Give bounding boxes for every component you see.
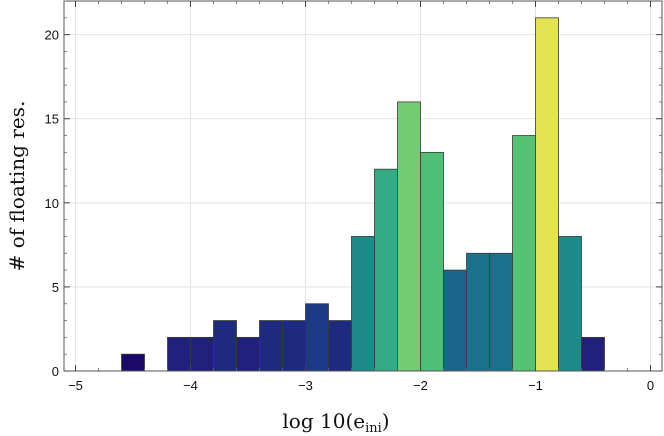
histogram-bar (374, 168, 398, 372)
tick-labels: −5 −4 −3 −2 −1 0 0 5 10 15 20 (45, 28, 655, 393)
ticks (64, 0, 662, 372)
histogram-bar (512, 135, 536, 372)
x-axis-title: log 10(eini) (282, 409, 389, 436)
histogram-bar (535, 17, 559, 372)
x-tick-label: −1 (528, 378, 543, 393)
x-tick-label: −5 (68, 378, 83, 393)
histogram-bar (443, 269, 467, 372)
x-tick-label: −2 (413, 378, 428, 393)
histogram-bar (351, 236, 375, 372)
histogram-bar (397, 101, 421, 372)
bars (121, 17, 605, 372)
histogram-bar (328, 320, 352, 372)
histogram-bar (167, 336, 191, 372)
histogram-bar (420, 151, 444, 372)
y-tick-label: 20 (45, 28, 59, 43)
y-tick-label: 10 (45, 196, 59, 211)
x-tick-label: −4 (183, 378, 198, 393)
histogram-bar (190, 336, 214, 372)
y-tick-label: 0 (52, 364, 59, 379)
histogram-bar (236, 336, 260, 372)
histogram-bar (489, 252, 513, 372)
x-tick-label: −3 (298, 378, 313, 393)
histogram-bar (259, 320, 283, 372)
x-axis-title-close: ) (382, 409, 390, 433)
histogram-bar (121, 353, 145, 372)
histogram-bar (581, 336, 605, 372)
x-tick-label: 0 (647, 378, 654, 393)
y-tick-label: 15 (45, 112, 59, 127)
histogram-bar (466, 252, 490, 372)
x-axis-title-main: log 10(e (282, 409, 365, 433)
histogram-bar (305, 303, 329, 372)
y-tick-label: 5 (52, 280, 59, 295)
histogram-bar (282, 320, 306, 372)
histogram-bar (213, 320, 237, 372)
y-axis-title: # of floating res. (5, 101, 29, 272)
x-axis-title-subscript: ini (365, 421, 382, 436)
histogram-bar (558, 236, 582, 372)
